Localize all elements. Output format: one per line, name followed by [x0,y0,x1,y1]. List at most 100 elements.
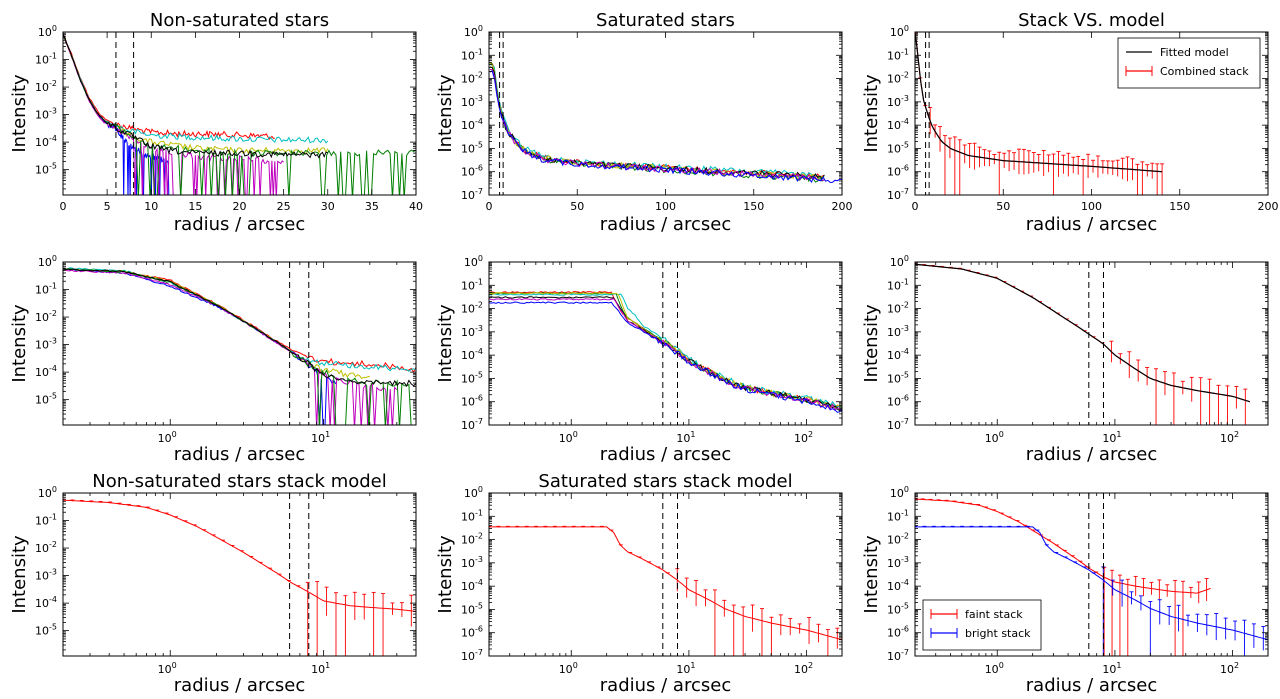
y-tick-label: 10-7 [461,417,483,432]
x-axis-label: radius / arcsec [1026,214,1157,235]
y-tick-label: 10-5 [887,140,909,155]
y-tick-label: 10-2 [461,532,483,547]
y-tick-label: 10-5 [35,623,57,638]
series-black-line [490,67,824,179]
plot-area [487,526,842,660]
x-tick-label: 100 [985,430,1004,445]
y-tick-label: 10-3 [887,94,909,109]
y-axis-label: Intensity [861,535,882,614]
plot-area [61,499,416,660]
y-tick-label: 10-3 [35,568,57,583]
series-red-line [915,499,1211,593]
y-axis-label: Intensity [435,304,456,383]
y-tick-label: 10-4 [887,117,909,132]
y-tick-label: 10-2 [887,301,909,316]
series-yellow-line [63,35,328,154]
panel-6: 10-710-610-510-410-310-210-1100100 101 102… [861,254,1268,465]
y-tick-label: 10-6 [887,625,909,640]
x-tick-label: 40 [409,200,423,213]
y-axis-label: Intensity [435,535,456,614]
x-tick-label: 101 [1102,430,1121,445]
y-tick-label: 100 [38,24,57,39]
y-tick-label: 10-1 [461,47,483,62]
series-red-line [63,269,416,372]
y-tick-label: 100 [890,485,909,500]
y-tick-label: 10-7 [887,648,909,663]
y-tick-label: 10-5 [461,370,483,385]
chart-title: Non-saturated stars stack model [92,471,387,492]
chart-title: Saturated stars stack model [538,471,792,492]
x-tick-label: 0 [486,200,493,213]
series-red-line [63,500,416,611]
plot-area [489,292,842,413]
x-tick-label: 100 [985,661,1004,676]
y-tick-label: 10-7 [461,187,483,202]
y-tick-label: 10-1 [887,47,909,62]
series-black-line [63,269,416,387]
y-tick-label: 10-4 [461,117,483,132]
y-tick-label: 100 [464,254,483,269]
x-tick-label: 101 [311,430,330,445]
y-tick-label: 10-7 [461,648,483,663]
x-tick-label: 100 [559,661,578,676]
y-tick-label: 10-3 [887,555,909,570]
y-tick-label: 10-3 [461,94,483,109]
y-tick-label: 10-1 [887,277,909,292]
x-tick-label: 30 [321,200,335,213]
y-axis-label: Intensity [9,304,30,383]
legend-label: bright stack [965,627,1031,640]
y-tick-label: 10-2 [35,309,57,324]
series-cyan-line [490,65,824,179]
y-tick-label: 10-1 [461,277,483,292]
x-tick-label: 150 [1169,200,1190,213]
panel-7: 10-5 10-4 10-3 10-2 10-1 100 100 101 radius / ar… [9,471,416,696]
y-axis-label: Intensity [861,304,882,383]
y-tick-label: 100 [38,254,57,269]
y-tick-label: 10-6 [887,394,909,409]
series-yellow-line [63,269,370,379]
series-red-line [63,34,275,140]
x-tick-label: 101 [1102,661,1121,676]
x-axis-label: radius / arcsec [1026,444,1157,465]
series-blue-line [490,71,842,183]
legend: Fitted model Combined stack [1118,38,1260,88]
y-tick-label: 10-1 [461,508,483,523]
x-tick-label: 101 [311,661,330,676]
plot-area [63,268,416,429]
series-cyan-line [489,294,842,410]
x-tick-label: 102 [1220,430,1239,445]
x-axis-label: radius / arcsec [600,444,731,465]
plot-area [913,264,1250,429]
x-tick-label: 200 [832,200,853,213]
x-tick-label: 35 [365,200,379,213]
x-tick-label: 25 [277,200,291,213]
series-yellow-line [490,63,824,179]
x-axis-label: radius / arcsec [174,214,305,235]
panel-9: 10-7 10-6 10-5 10-4 10-3 10-2 10-1 100 100 101 102… [861,485,1268,696]
y-tick-label: 10-1 [887,508,909,523]
x-axis-label: radius / arcsec [600,214,731,235]
x-tick-label: 101 [676,430,695,445]
x-tick-label: 15 [188,200,202,213]
y-tick-label: 100 [38,485,57,500]
x-tick-label: 50 [996,200,1010,213]
series-red-line [490,63,824,179]
axes-frame [915,262,1268,425]
y-axis-label: Intensity [9,74,30,153]
series-green-line [490,63,824,182]
series-red-line [489,292,842,408]
x-axis-label: radius / arcsec [600,675,731,696]
y-tick-label: 10-1 [35,52,57,67]
y-tick-label: 10-5 [35,392,57,407]
legend-label: faint stack [965,608,1023,621]
series-black-line [915,264,1250,401]
x-tick-label: 100 [158,661,177,676]
x-tick-label: 5 [104,200,111,213]
y-tick-label: 10-1 [35,513,57,528]
x-axis-label: radius / arcsec [174,444,305,465]
y-tick-label: 10-2 [887,532,909,547]
x-tick-label: 0 [912,200,919,213]
y-tick-label: 10-4 [887,347,909,362]
chart-title: Stack VS. model [1018,10,1165,31]
y-axis-label: Intensity [435,74,456,153]
